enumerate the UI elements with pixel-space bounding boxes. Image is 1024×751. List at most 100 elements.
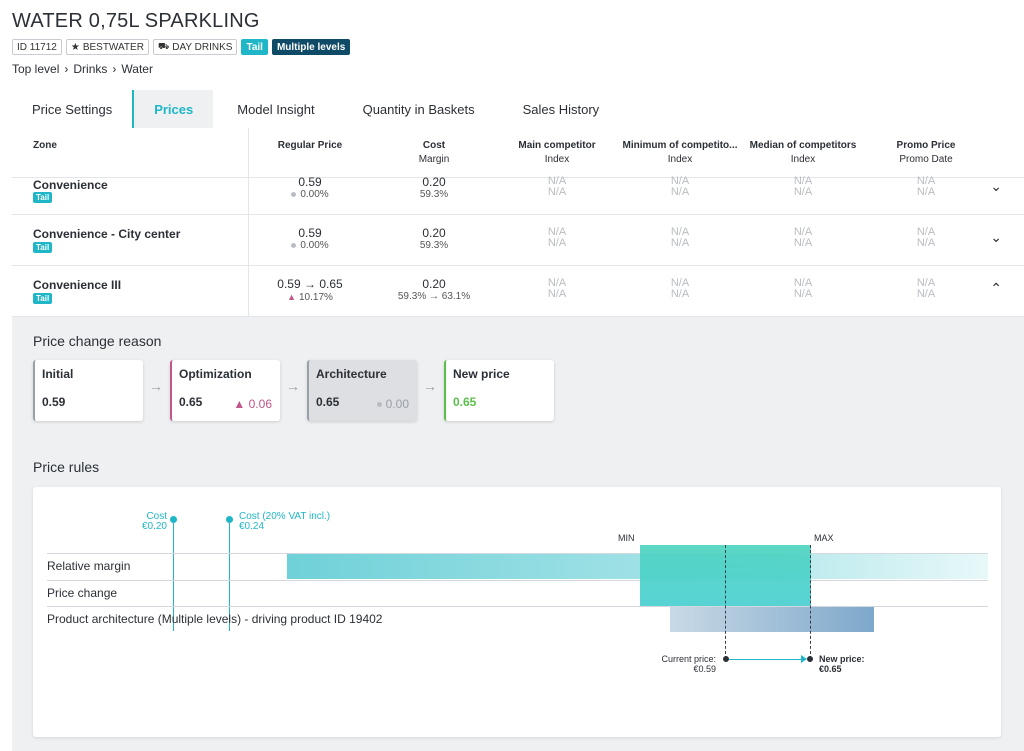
rule-label-product-architecture: Product architecture (Multiple levels) -… xyxy=(47,612,383,626)
divider xyxy=(47,553,988,554)
na-value: N/A xyxy=(916,288,936,300)
table-row[interactable]: Convenience III Tail 0.59 → 0.65 ▲ 10.17% … xyxy=(12,266,1024,317)
promo-price-cell: N/A N/A xyxy=(876,227,976,249)
tab-sales-history[interactable]: Sales History xyxy=(522,101,600,117)
margin-value: 59.3% xyxy=(419,189,449,200)
brand-tag: ★ BESTWATER xyxy=(65,39,149,55)
na-value: N/A xyxy=(916,237,936,249)
current-price-line xyxy=(725,545,726,659)
na-value: N/A xyxy=(916,175,936,187)
step-label: Architecture xyxy=(316,367,387,381)
na-value: N/A xyxy=(916,226,936,238)
na-value: N/A xyxy=(793,288,813,300)
chevron-down-icon[interactable]: ⌄ xyxy=(990,229,1002,245)
header-min-competitors-label: Minimum of competito... xyxy=(622,140,738,151)
regular-price: 0.59 xyxy=(298,175,322,189)
cost-value: 0.20 xyxy=(422,175,446,189)
column-divider xyxy=(248,178,249,214)
median-competitors-cell: N/A N/A xyxy=(753,278,853,300)
header-cost-sub: Margin xyxy=(418,154,450,165)
cost-vat-value: €0.24 xyxy=(239,521,265,532)
chevron-up-icon[interactable]: ⌃ xyxy=(990,280,1002,296)
step-card-optimization: Optimization 0.65 ▲ 0.06 xyxy=(170,360,280,421)
tab-quantity-in-baskets[interactable]: Quantity in Baskets xyxy=(362,101,475,117)
main-competitor-cell: N/A N/A xyxy=(507,278,607,300)
cost-cell: 0.20 59.3% xyxy=(384,227,484,252)
regular-price: 0.59 → 0.65 xyxy=(277,277,343,291)
promo-price-cell: N/A N/A xyxy=(876,278,976,300)
min-label: MIN xyxy=(618,533,635,543)
breadcrumb-item-drinks[interactable]: Drinks xyxy=(73,62,108,76)
cost-cell: 0.20 59.3% → 63.1% xyxy=(374,278,494,303)
na-value: N/A xyxy=(670,237,690,249)
min-competitors-cell: N/A N/A xyxy=(630,278,730,300)
header-main-competitor-label: Main competitor xyxy=(518,140,596,151)
prices-panel: Zone Regular Price Cost Margin Main compe… xyxy=(12,128,1024,751)
divider xyxy=(47,580,988,581)
cost-vat-marker xyxy=(226,516,233,523)
zone-name: Convenience xyxy=(33,178,108,192)
star-icon: ★ xyxy=(70,41,80,53)
step-card-initial: Initial 0.59 xyxy=(33,360,143,421)
tab-price-settings[interactable]: Price Settings xyxy=(32,101,113,117)
breadcrumb-item-water[interactable]: Water xyxy=(121,62,153,76)
brand-tag-label: BESTWATER xyxy=(82,41,144,53)
na-value: N/A xyxy=(670,277,690,289)
step-value: 0.65 xyxy=(316,395,340,409)
na-value: N/A xyxy=(793,175,813,187)
breadcrumb: Top level › Drinks › Water xyxy=(12,62,153,76)
na-value: N/A xyxy=(793,277,813,289)
min-competitors-cell: N/A N/A xyxy=(630,176,730,198)
cost-line xyxy=(173,523,174,631)
cost-marker xyxy=(170,516,177,523)
header-min-competitors-sub: Index xyxy=(667,154,693,165)
new-price-value: €0.65 xyxy=(819,664,842,674)
price-change-value: 0.00% xyxy=(300,189,329,200)
chevron-down-icon[interactable]: ⌄ xyxy=(990,178,1002,194)
margin-value: 59.3% xyxy=(419,240,449,251)
na-value: N/A xyxy=(547,277,567,289)
header-zone: Zone xyxy=(33,139,57,153)
step-card-new-price: New price 0.65 xyxy=(444,360,554,421)
regular-price: 0.59 xyxy=(298,226,322,240)
arrow-right-icon: → xyxy=(286,378,300,394)
triangle-up-icon: ▲ xyxy=(287,292,296,302)
breadcrumb-item-top-level[interactable]: Top level xyxy=(12,62,60,76)
margin-value: 59.3% → 63.1% xyxy=(397,291,471,302)
max-label: MAX xyxy=(814,533,834,543)
na-value: N/A xyxy=(916,277,936,289)
new-price-dot xyxy=(807,656,813,662)
min-competitors-cell: N/A N/A xyxy=(630,227,730,249)
cost-cell: 0.20 59.3% xyxy=(384,176,484,201)
na-value: N/A xyxy=(670,186,690,198)
na-value: N/A xyxy=(793,226,813,238)
tab-model-insight[interactable]: Model Insight xyxy=(237,101,315,117)
column-divider xyxy=(248,266,249,316)
column-divider xyxy=(248,215,249,265)
supplier-tag: ⛟ DAY DRINKS xyxy=(152,39,238,55)
price-change: 0.00% xyxy=(260,240,360,252)
median-competitors-cell: N/A N/A xyxy=(753,176,853,198)
main-competitor-cell: N/A N/A xyxy=(507,227,607,249)
rule-label-price-change: Price change xyxy=(47,586,118,600)
tab-prices[interactable]: Prices xyxy=(132,90,214,128)
price-change-value: 10.17% xyxy=(299,292,333,303)
na-value: N/A xyxy=(547,186,567,198)
promo-price-cell: N/A N/A xyxy=(876,176,976,198)
table-row[interactable]: Convenience - City center Tail 0.59 0.00%… xyxy=(12,215,1024,266)
header-regular-price: Regular Price xyxy=(260,139,360,153)
product-tags: ID 11712 ★ BESTWATER ⛟ DAY DRINKS Tail Mul… xyxy=(12,39,351,55)
arrow-right-icon: → xyxy=(423,378,437,394)
step-card-architecture: Architecture 0.65 0.00 xyxy=(307,360,417,421)
product-architecture-bar xyxy=(670,607,874,632)
supplier-tag-label: DAY DRINKS xyxy=(172,41,233,53)
current-price-value: €0.59 xyxy=(693,664,716,674)
header-median-competitors-label: Median of competitors xyxy=(749,140,857,151)
na-value: N/A xyxy=(670,288,690,300)
regular-price-cell: 0.59 → 0.65 ▲ 10.17% xyxy=(260,278,360,304)
step-delta-value: 0.00 xyxy=(385,397,409,411)
step-label: New price xyxy=(453,367,510,381)
table-row[interactable]: Convenience Tail 0.59 0.00% 0.20 59.3% N/A… xyxy=(12,175,1024,215)
na-value: N/A xyxy=(670,226,690,238)
header-promo-price-label: Promo Price xyxy=(896,140,956,151)
